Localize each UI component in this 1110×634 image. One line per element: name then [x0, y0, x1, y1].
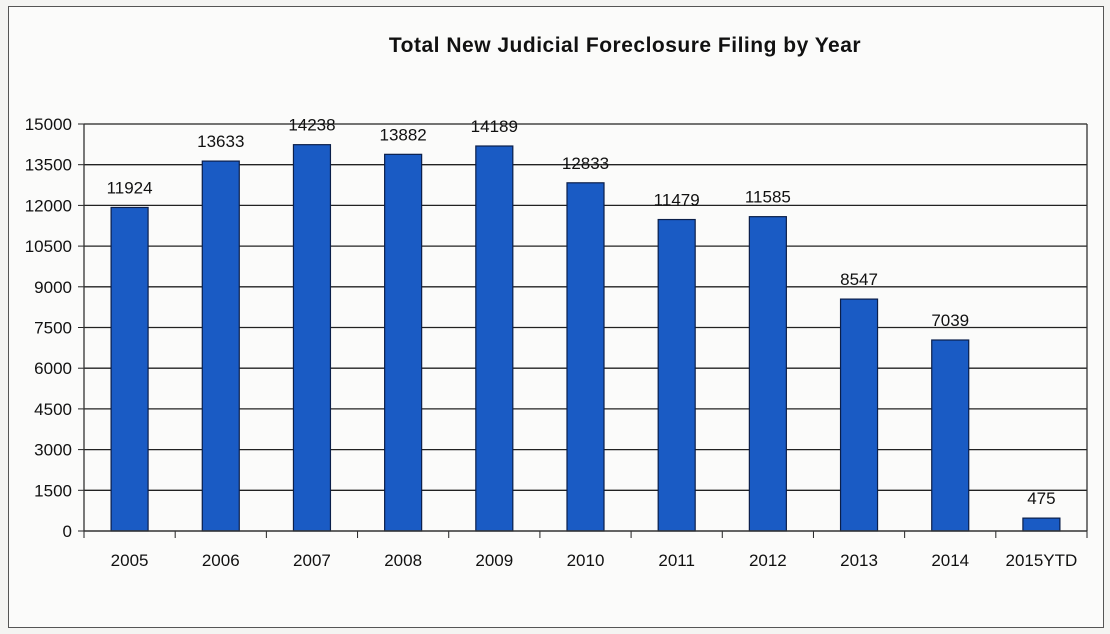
bar — [384, 153, 423, 532]
bar — [475, 145, 514, 532]
chart-title: Total New Judicial Foreclosure Filing by… — [388, 34, 862, 57]
data-label: 11479 — [654, 191, 700, 210]
x-tick-label: 2012 — [749, 551, 787, 570]
y-tick-label: 4500 — [34, 400, 72, 419]
y-tick-label: 13500 — [25, 156, 72, 175]
data-label: 13633 — [197, 132, 244, 151]
x-tick-label: 2008 — [384, 551, 422, 570]
x-tick-label: 2011 — [658, 551, 695, 570]
bar — [1022, 517, 1061, 532]
bar — [748, 216, 787, 532]
data-label: 14238 — [288, 116, 335, 135]
chart-frame — [8, 6, 1104, 628]
data-label: 475 — [1027, 489, 1055, 508]
bar — [657, 218, 696, 532]
data-label: 8547 — [840, 270, 878, 289]
y-tick-label: 10500 — [25, 237, 72, 256]
x-tick-label: 2005 — [111, 551, 149, 570]
y-tick-label: 9000 — [34, 278, 72, 297]
data-label: 11924 — [107, 178, 153, 197]
bar — [839, 298, 879, 532]
x-tick-label: 2014 — [931, 551, 969, 570]
y-tick-label: 6000 — [34, 359, 72, 378]
x-tick-label: 2007 — [293, 551, 331, 570]
bar — [292, 144, 332, 532]
y-tick-label: 1500 — [34, 481, 72, 500]
y-tick-label: 3000 — [34, 441, 72, 460]
y-tick-label: 15000 — [25, 115, 72, 134]
data-label: 7039 — [931, 311, 969, 330]
y-tick-label: 7500 — [34, 319, 72, 338]
data-label: 12833 — [562, 154, 609, 173]
bar — [201, 160, 240, 532]
bar — [566, 182, 605, 532]
data-label: 11585 — [745, 188, 791, 207]
y-tick-label: 12000 — [25, 196, 72, 215]
x-tick-label: 2015YTD — [1005, 551, 1077, 570]
y-tick-label: 0 — [63, 522, 72, 541]
data-label: 14189 — [471, 117, 518, 136]
x-tick-label: 2009 — [475, 551, 513, 570]
data-label: 13882 — [379, 125, 426, 144]
x-tick-label: 2006 — [202, 551, 240, 570]
bar — [110, 206, 149, 532]
x-tick-label: 2010 — [567, 551, 605, 570]
x-tick-label: 2013 — [840, 551, 878, 570]
bar — [931, 339, 970, 532]
